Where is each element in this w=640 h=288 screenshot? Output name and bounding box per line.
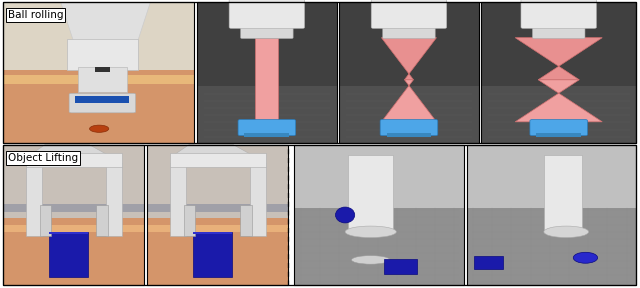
FancyBboxPatch shape — [530, 120, 588, 136]
Bar — [197, 2, 337, 143]
FancyBboxPatch shape — [383, 26, 435, 39]
Bar — [481, 2, 636, 86]
Bar — [78, 67, 127, 92]
Polygon shape — [381, 80, 436, 122]
Bar — [467, 145, 636, 208]
Text: Object Lifting: Object Lifting — [8, 153, 78, 163]
Bar — [147, 218, 288, 285]
Bar — [3, 225, 144, 232]
Bar — [339, 2, 479, 86]
Bar — [536, 133, 581, 137]
Bar — [197, 86, 337, 143]
Bar — [3, 2, 194, 70]
Polygon shape — [61, 2, 150, 41]
Bar — [95, 67, 110, 73]
Bar — [26, 153, 122, 167]
Bar — [26, 163, 42, 236]
Polygon shape — [228, 0, 305, 2]
Bar — [147, 145, 288, 218]
Ellipse shape — [573, 252, 598, 263]
Polygon shape — [174, 145, 252, 155]
Bar — [3, 70, 194, 143]
Ellipse shape — [544, 226, 589, 238]
Bar — [3, 204, 144, 212]
FancyBboxPatch shape — [380, 120, 438, 136]
Bar — [49, 232, 88, 277]
Bar — [294, 145, 464, 285]
Bar — [383, 259, 417, 274]
Bar — [474, 256, 503, 269]
Bar — [40, 205, 51, 236]
Polygon shape — [515, 80, 602, 122]
Bar — [3, 145, 636, 285]
Bar — [255, 38, 278, 122]
Bar — [106, 163, 122, 236]
Bar — [147, 226, 288, 285]
Bar — [250, 163, 266, 236]
Ellipse shape — [351, 255, 390, 264]
Bar — [294, 208, 464, 285]
Bar — [544, 155, 582, 232]
Ellipse shape — [90, 125, 109, 132]
Bar — [147, 145, 288, 285]
Bar — [96, 205, 108, 236]
Bar — [147, 204, 288, 212]
Bar — [3, 2, 636, 143]
Polygon shape — [31, 145, 108, 155]
FancyBboxPatch shape — [371, 0, 447, 29]
Bar — [3, 75, 194, 84]
Bar — [3, 145, 144, 285]
Bar — [170, 163, 186, 236]
Bar — [339, 2, 479, 143]
Bar — [3, 2, 194, 70]
Bar — [3, 218, 144, 285]
Bar — [294, 145, 464, 208]
Bar — [467, 208, 636, 285]
Bar — [184, 205, 195, 236]
Bar — [481, 86, 636, 143]
FancyBboxPatch shape — [241, 26, 293, 39]
FancyBboxPatch shape — [521, 0, 596, 29]
Bar — [3, 2, 194, 143]
Bar — [147, 225, 288, 232]
Bar — [339, 86, 479, 143]
FancyBboxPatch shape — [238, 120, 296, 136]
Bar — [67, 39, 138, 70]
Bar — [193, 232, 232, 234]
Bar — [3, 145, 144, 218]
Bar — [240, 205, 252, 236]
Ellipse shape — [335, 207, 355, 223]
Polygon shape — [381, 38, 436, 80]
Text: Ball rolling: Ball rolling — [8, 10, 63, 20]
FancyBboxPatch shape — [229, 0, 305, 29]
Polygon shape — [520, 0, 597, 2]
Polygon shape — [515, 38, 602, 80]
Bar — [3, 226, 144, 285]
Bar — [76, 96, 129, 103]
FancyBboxPatch shape — [69, 93, 136, 113]
Polygon shape — [371, 0, 447, 2]
Bar — [467, 145, 636, 285]
Bar — [481, 2, 636, 143]
Bar — [387, 133, 431, 137]
Bar — [348, 155, 393, 232]
FancyBboxPatch shape — [532, 26, 585, 39]
Bar — [49, 232, 88, 234]
Ellipse shape — [345, 226, 396, 238]
Bar — [170, 153, 266, 167]
Bar — [244, 133, 289, 137]
Bar — [193, 232, 232, 277]
Bar — [197, 2, 337, 86]
